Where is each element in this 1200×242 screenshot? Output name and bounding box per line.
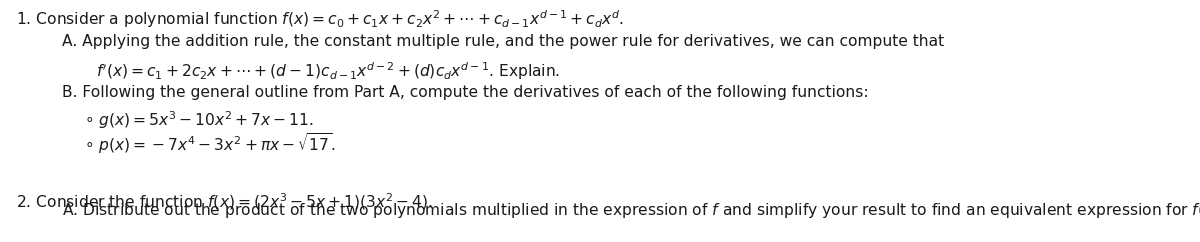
Text: $f'(x) = c_1 + 2c_2 x + \cdots + (d-1)c_{d-1}x^{d-2} + (d)c_d x^{d-1}$. Explain.: $f'(x) = c_1 + 2c_2 x + \cdots + (d-1)c_…	[96, 60, 560, 82]
Text: $\circ$ $g(x) = 5x^3 - 10x^2 + 7x - 11$.: $\circ$ $g(x) = 5x^3 - 10x^2 + 7x - 11$.	[84, 110, 314, 131]
Text: A. Distribute out the product of the two polynomials multiplied in the expressio: A. Distribute out the product of the two…	[62, 201, 1200, 220]
Text: 2. Consider the function $f(x) = \left(2x^3 - 5x + 1\right)\left(3x^2 - 4\right): 2. Consider the function $f(x) = \left(2…	[16, 191, 432, 212]
Text: 1. Consider a polynomial function $f(x) = c_0 + c_1 x + c_2 x^2 + \cdots + c_{d-: 1. Consider a polynomial function $f(x) …	[16, 8, 624, 30]
Text: B. Following the general outline from Part A, compute the derivatives of each of: B. Following the general outline from Pa…	[62, 85, 869, 100]
Text: A. Applying the addition rule, the constant multiple rule, and the power rule fo: A. Applying the addition rule, the const…	[62, 34, 944, 49]
Text: $\circ$ $p(x) = -7x^4 - 3x^2 + \pi x - \sqrt{17}$.: $\circ$ $p(x) = -7x^4 - 3x^2 + \pi x - \…	[84, 132, 336, 157]
